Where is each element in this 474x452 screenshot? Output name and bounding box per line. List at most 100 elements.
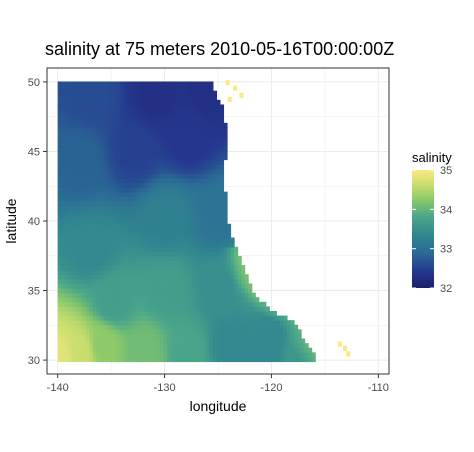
salinity-cell: [152, 205, 158, 211]
salinity-cell: [248, 347, 253, 353]
salinity-cell: [85, 237, 91, 243]
salinity-cell: [212, 283, 217, 289]
salinity-cell: [209, 104, 214, 110]
salinity-cell: [64, 113, 69, 119]
salinity-cell: [209, 90, 214, 96]
salinity-cell: [209, 187, 214, 193]
salinity-cell: [276, 333, 281, 340]
salinity-cell: [64, 131, 69, 138]
salinity-cell: [100, 278, 105, 285]
salinity-cell: [241, 306, 246, 312]
salinity-cell: [135, 228, 140, 234]
salinity-cell: [244, 352, 249, 358]
salinity-cell: [262, 338, 267, 344]
salinity-cell: [230, 274, 235, 280]
salinity-cell: [159, 251, 165, 257]
salinity-cell: [156, 154, 161, 161]
salinity-cell: [290, 347, 295, 353]
salinity-cell: [205, 127, 210, 133]
salinity-cell: [167, 269, 172, 275]
salinity-cell: [57, 223, 62, 229]
salinity-cell: [75, 113, 80, 119]
salinity-cell: [198, 210, 203, 216]
salinity-cell: [234, 310, 239, 317]
salinity-cell: [128, 324, 133, 330]
salinity-cell: [209, 228, 214, 234]
salinity-cell: [110, 196, 115, 202]
salinity-cell: [96, 260, 101, 266]
salinity-cell: [135, 343, 140, 349]
salinity-cell: [174, 187, 179, 193]
salinity-cell: [117, 315, 122, 321]
salinity-cell: [89, 131, 94, 138]
salinity-cell: [209, 145, 214, 151]
salinity-cell: [117, 352, 122, 358]
salinity-cell: [209, 113, 214, 119]
salinity-cell: [124, 141, 129, 147]
salinity-cell: [68, 251, 73, 257]
salinity-cell: [163, 223, 168, 229]
salinity-cell: [110, 288, 115, 294]
salinity-cell: [191, 329, 196, 335]
salinity-cell: [301, 347, 306, 353]
salinity-cell: [212, 237, 217, 243]
salinity-cell: [272, 347, 277, 353]
salinity-cell: [138, 122, 143, 128]
salinity-cell: [142, 356, 147, 363]
salinity-cell: [159, 246, 165, 252]
salinity-cell: [311, 352, 316, 358]
salinity-cell: [85, 113, 91, 119]
salinity-cell: [177, 136, 182, 142]
salinity-cell: [82, 255, 87, 262]
salinity-cell: [191, 81, 196, 87]
salinity-cell: [216, 210, 221, 216]
salinity-cell: [75, 131, 80, 138]
salinity-cell: [216, 333, 221, 340]
salinity-cell: [71, 338, 76, 344]
salinity-cell: [191, 320, 196, 326]
salinity-cell: [212, 352, 217, 358]
salinity-cell: [216, 310, 221, 317]
salinity-cell: [78, 347, 83, 353]
salinity-cell: [149, 90, 154, 96]
salinity-cell: [170, 228, 175, 234]
salinity-cell: [181, 228, 186, 234]
salinity-cell: [212, 333, 217, 340]
salinity-cell: [212, 214, 217, 220]
salinity-cell: [152, 260, 158, 266]
salinity-cell: [174, 122, 179, 128]
salinity-cell: [135, 104, 140, 110]
salinity-cell: [131, 187, 136, 193]
salinity-cell: [103, 159, 108, 165]
salinity-cell: [216, 343, 221, 349]
salinity-cell: [100, 150, 105, 156]
salinity-cell: [159, 81, 165, 87]
salinity-cell: [85, 260, 91, 266]
salinity-cell: [198, 324, 203, 330]
salinity-cell: [149, 104, 154, 110]
salinity-cell: [152, 292, 158, 298]
salinity-cell: [135, 324, 140, 330]
salinity-cell: [244, 356, 249, 363]
salinity-cell: [92, 297, 98, 303]
salinity-cell: [100, 173, 105, 179]
salinity-cell: [128, 109, 133, 115]
salinity-cell: [78, 320, 83, 326]
salinity-cell: [216, 191, 221, 197]
salinity-cell: [188, 306, 193, 312]
salinity-cell: [226, 223, 232, 229]
salinity-cell: [301, 338, 306, 344]
salinity-cell: [205, 274, 210, 280]
salinity-cell: [68, 288, 73, 294]
salinity-cell: [117, 228, 122, 234]
salinity-cell: [163, 251, 168, 257]
salinity-cell: [223, 242, 228, 248]
salinity-cell: [167, 301, 172, 308]
salinity-cell: [71, 205, 76, 211]
salinity-cell: [124, 255, 129, 262]
salinity-cell: [219, 246, 225, 252]
salinity-cell: [152, 237, 158, 243]
salinity-cell: [195, 81, 200, 87]
salinity-cell: [248, 297, 253, 303]
